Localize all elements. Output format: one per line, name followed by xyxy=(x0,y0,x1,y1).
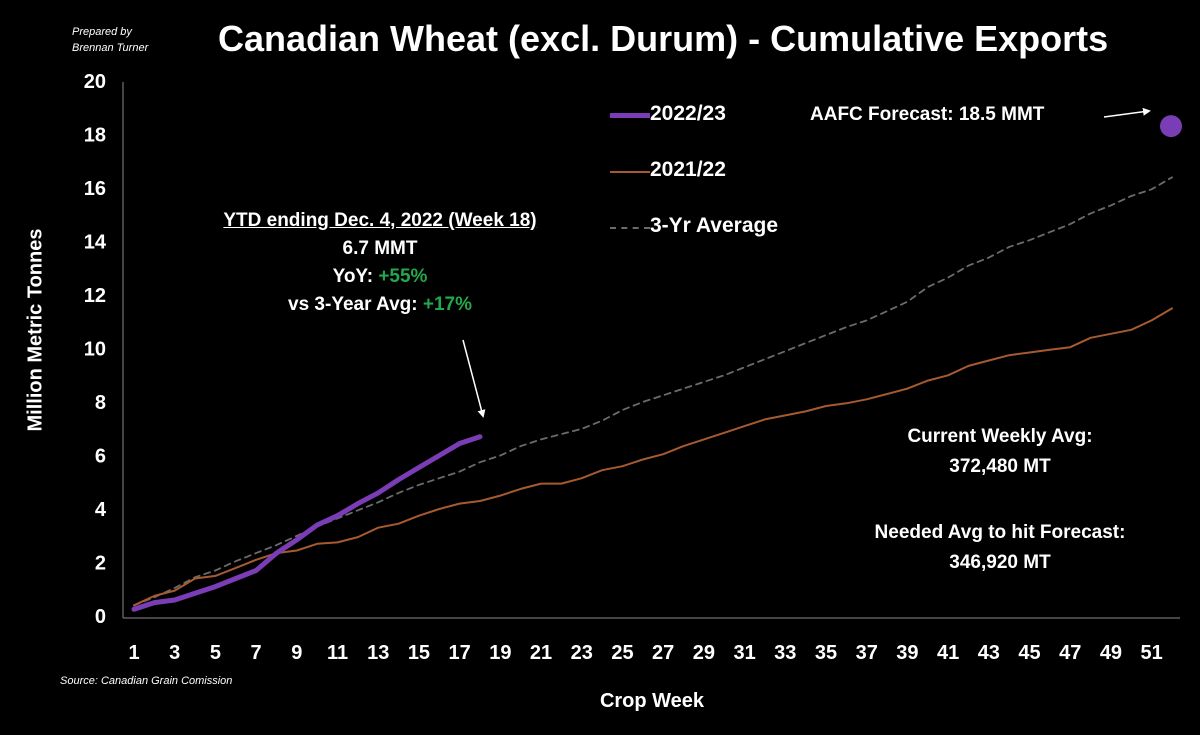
forecast-label: AAFC Forecast: 18.5 MMT xyxy=(810,104,1045,125)
x-tick-label: 25 xyxy=(611,642,633,664)
x-tick-label: 43 xyxy=(978,642,1000,664)
x-tick-label: 49 xyxy=(1100,642,1122,664)
y-tick-label: 12 xyxy=(84,285,106,307)
legend-swatch-2022-23 xyxy=(610,113,650,118)
y-tick-label: 18 xyxy=(84,125,106,147)
chart-title: Canadian Wheat (excl. Durum) - Cumulativ… xyxy=(218,18,1109,59)
x-tick-label: 47 xyxy=(1059,642,1081,664)
x-tick-label: 3 xyxy=(169,642,180,664)
x-tick-label: 29 xyxy=(693,642,715,664)
x-tick-label: 9 xyxy=(291,642,302,664)
legend-label-2022-23: 2022/23 xyxy=(650,102,726,125)
forecast-point xyxy=(1160,115,1182,138)
x-tick-label: 45 xyxy=(1018,642,1040,664)
x-tick-label: 7 xyxy=(251,642,262,664)
x-tick-label: 33 xyxy=(774,642,796,664)
y-tick-label: 8 xyxy=(95,392,106,414)
vs-avg-value: +17% xyxy=(422,294,472,315)
x-tick-labels: 1 3 5 7 9 11 13 15 17 19 21 23 25 27 29 31 33 35 37 39 41 43 4… xyxy=(128,642,1162,664)
legend-swatch-2021-22 xyxy=(610,171,650,173)
y-tick-label: 2 xyxy=(95,553,106,575)
x-tick-label: 39 xyxy=(896,642,918,664)
weekly-average-block: Current Weekly Avg: 372,480 MT Needed Av… xyxy=(840,422,1160,578)
y-tick-label: 0 xyxy=(95,606,106,628)
yoy-value: +55% xyxy=(378,266,428,287)
x-tick-label: 31 xyxy=(733,642,755,664)
ytd-header: YTD ending Dec. 4, 2022 (Week 18) xyxy=(223,210,537,231)
x-tick-label: 19 xyxy=(489,642,511,664)
x-tick-label: 37 xyxy=(856,642,878,664)
y-tick-label: 20 xyxy=(84,71,106,93)
legend-label-2021-22: 2021/22 xyxy=(650,158,726,181)
x-tick-label: 51 xyxy=(1141,642,1163,664)
ytd-vs-avg: vs 3-Year Avg: +17% xyxy=(188,291,572,319)
y-axis-label: Million Metric Tonnes xyxy=(24,228,47,432)
series-line-2022-23 xyxy=(131,434,483,612)
legend-label-3yr-average: 3-Yr Average xyxy=(650,214,779,237)
needed-avg-value: 346,920 MT xyxy=(949,552,1051,573)
y-tick-label: 16 xyxy=(84,178,106,200)
series-layer xyxy=(131,115,1182,612)
series-line-2021-22 xyxy=(133,307,1173,607)
source-note: Source: Canadian Grain Comission xyxy=(60,675,233,687)
forecast-arrow xyxy=(1103,107,1151,118)
y-tick-label: 4 xyxy=(95,499,107,521)
y-tick-labels: 0 2 4 6 8 10 12 14 16 18 20 xyxy=(84,71,107,628)
x-tick-label: 41 xyxy=(937,642,959,664)
y-tick-label: 6 xyxy=(95,446,106,468)
x-tick-label: 15 xyxy=(408,642,430,664)
x-tick-label: 35 xyxy=(815,642,837,664)
x-tick-label: 17 xyxy=(449,642,471,664)
ytd-yoy: YoY: +55% xyxy=(188,263,572,291)
weekly-avg-value: 372,480 MT xyxy=(949,456,1051,477)
legend-swatch-3yr-average xyxy=(610,227,650,229)
x-tick-label: 5 xyxy=(210,642,221,664)
ytd-summary: YTD ending Dec. 4, 2022 (Week 18) 6.7 MM… xyxy=(188,207,572,319)
ytd-total: 6.7 MMT xyxy=(342,238,418,259)
weekly-avg-label: Current Weekly Avg: xyxy=(907,426,1093,447)
credit-line-1: Prepared by xyxy=(72,26,132,38)
y-tick-label: 10 xyxy=(84,339,106,361)
credit-block: Prepared by Brennan Turner xyxy=(72,24,148,56)
x-tick-label: 13 xyxy=(367,642,389,664)
x-tick-label: 11 xyxy=(327,642,348,664)
ytd-arrow xyxy=(462,339,486,418)
y-tick-label: 14 xyxy=(84,232,107,254)
credit-line-2: Brennan Turner xyxy=(72,42,149,54)
annotation-arrows xyxy=(462,107,1151,418)
x-tick-label: 27 xyxy=(652,642,674,664)
yoy-label: YoY: xyxy=(332,266,379,287)
x-tick-label: 1 xyxy=(128,642,139,664)
needed-avg-label: Needed Avg to hit Forecast: xyxy=(874,522,1126,543)
vs-avg-label: vs 3-Year Avg: xyxy=(288,294,423,315)
x-axis-label: Crop Week xyxy=(599,690,705,712)
x-tick-label: 23 xyxy=(571,642,593,664)
x-tick-label: 21 xyxy=(530,642,552,664)
